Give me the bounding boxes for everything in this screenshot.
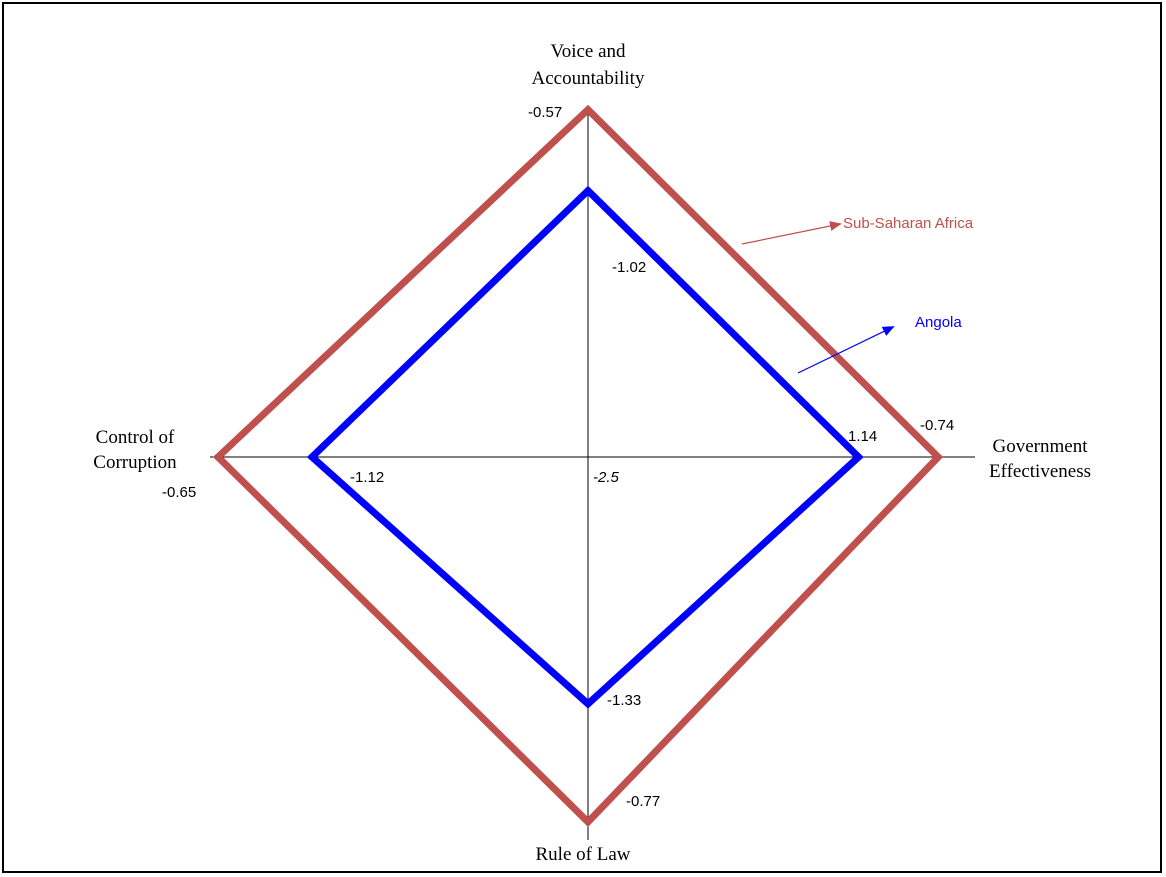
legend-arrow-angola	[797, 326, 895, 374]
axis-label-voice-line1: Voice and	[550, 41, 626, 62]
data-label-angola-voice: -1.02	[612, 259, 646, 276]
legend-label-sub-saharan-africa: Sub-Saharan Africa	[843, 215, 974, 232]
axis-label-gov-line1: Government	[993, 436, 1089, 457]
legend-arrow-sub-saharan-africa	[741, 221, 842, 245]
data-label-ssa-voice: -0.57	[528, 104, 562, 121]
axis-label-voice-line2: Accountability	[532, 68, 645, 89]
legend-label-angola: Angola	[915, 314, 962, 331]
axis-label-rule: Rule of Law	[536, 844, 631, 865]
axis-label-corr-line2: Corruption	[93, 452, 177, 473]
data-label-ssa-gov: -0.74	[920, 417, 954, 434]
data-label-ssa-rule: -0.77	[626, 793, 660, 810]
series-polygon-sub-saharan-africa	[212, 104, 944, 827]
axis-label-corr-line1: Control of	[96, 427, 175, 448]
data-label-angola-gov: 1.14	[848, 428, 877, 445]
series-polygon-angola	[306, 185, 864, 709]
center-value-label: -2.5	[593, 469, 620, 486]
data-label-ssa-corr: -0.65	[162, 484, 196, 501]
data-label-angola-rule: -1.33	[607, 692, 641, 709]
axis-label-gov-line2: Effectiveness	[989, 461, 1091, 482]
data-label-angola-corr: -1.12	[350, 469, 384, 486]
